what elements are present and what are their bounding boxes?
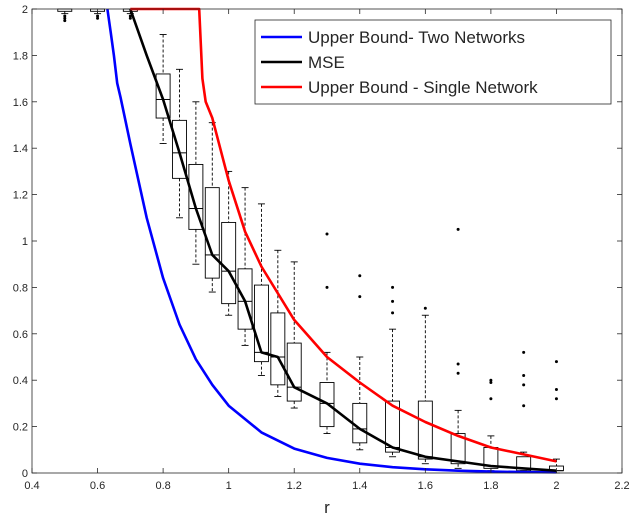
x-tick-label: 2.2 <box>614 480 629 492</box>
box-outlier <box>456 227 460 231</box>
box-outlier <box>554 360 558 364</box>
y-tick-label: 1.4 <box>13 143 28 155</box>
box-outlier <box>96 14 100 18</box>
legend-label-1: MSE <box>308 53 345 72</box>
box-outlier <box>325 232 329 236</box>
box-outlier <box>489 397 493 401</box>
box-iqr <box>385 400 401 453</box>
y-tick-label: 0.2 <box>13 422 28 434</box>
box-iqr <box>188 163 204 230</box>
box-outlier <box>63 19 67 23</box>
box-outlier <box>63 14 67 18</box>
y-tick-label: 1.6 <box>13 97 28 109</box>
x-tick-label: 1.2 <box>287 480 302 492</box>
box-iqr <box>237 268 253 330</box>
box-outlier <box>128 14 132 18</box>
boxplot-4 <box>172 68 187 219</box>
box-outlier <box>63 16 67 20</box>
box-iqr <box>172 119 187 179</box>
box-outlier <box>522 383 526 387</box>
legend: Upper Bound- Two Networks MSE Upper Bound … <box>254 19 612 105</box>
y-tick-label: 0.4 <box>13 375 28 387</box>
box-outlier <box>489 381 493 385</box>
series-layer <box>106 7 557 474</box>
box-outlier <box>456 362 460 366</box>
x-tick-label: 1 <box>226 480 232 492</box>
x-axis-label: r <box>324 498 330 517</box>
box-outlier <box>522 404 526 408</box>
y-tick-label: 1 <box>22 236 28 248</box>
box-outlier <box>391 299 395 303</box>
box-iqr <box>417 400 433 460</box>
x-tick-label: 2 <box>553 480 559 492</box>
box-outlier <box>325 285 329 289</box>
y-tick-label: 2 <box>22 4 28 16</box>
series-line-0 <box>106 8 557 474</box>
box-iqr <box>270 312 286 386</box>
y-tick-label: 1.8 <box>13 50 28 62</box>
box-iqr <box>319 382 335 428</box>
y-tick-label: 0.6 <box>13 329 28 341</box>
x-tick-label: 1.6 <box>418 480 433 492</box>
x-tick-label: 1.8 <box>483 480 498 492</box>
boxplot-10 <box>270 249 286 397</box>
y-tick-label: 1.2 <box>13 190 28 202</box>
box-outlier <box>489 378 493 382</box>
box-outlier <box>522 374 526 378</box>
box-outlier <box>522 350 526 354</box>
box-outlier <box>456 371 460 375</box>
box-iqr <box>253 284 269 363</box>
y-tick-label: 0 <box>22 468 28 480</box>
box-iqr <box>155 73 171 119</box>
tick-labels-layer: 0.4 0.6 0.8 1 1.2 1.4 1.6 1.8 2 2.2 0 0.2 0.4 0.6 0.8 1… <box>13 4 630 492</box>
x-tick-label: 1.4 <box>352 480 367 492</box>
series-line-1 <box>129 8 557 472</box>
boxplot-9 <box>253 203 269 377</box>
legend-label-0: Upper Bound- Two Networks <box>308 28 525 47</box>
x-tick-label: 0.4 <box>24 480 39 492</box>
box-outlier <box>128 16 132 20</box>
box-iqr <box>450 433 466 465</box>
box-outlier <box>391 285 395 289</box>
axes-layer <box>31 8 623 474</box>
box-iqr <box>516 456 532 472</box>
box-outlier <box>391 311 395 315</box>
box-outlier <box>554 397 558 401</box>
boxplot-3 <box>155 34 171 145</box>
legend-label-2: Upper Bound - Single Network <box>308 78 538 97</box>
y-tick-label: 0.8 <box>13 282 28 294</box>
series-line-2 <box>130 7 557 463</box>
legend-box <box>254 19 612 105</box>
x-tick-label: 0.8 <box>155 480 170 492</box>
x-tick-label: 0.6 <box>90 480 105 492</box>
box-outlier <box>358 295 362 299</box>
box-outlier <box>423 306 427 310</box>
box-outlier <box>358 274 362 278</box>
box-outlier <box>554 387 558 391</box>
box-outlier <box>96 16 100 20</box>
